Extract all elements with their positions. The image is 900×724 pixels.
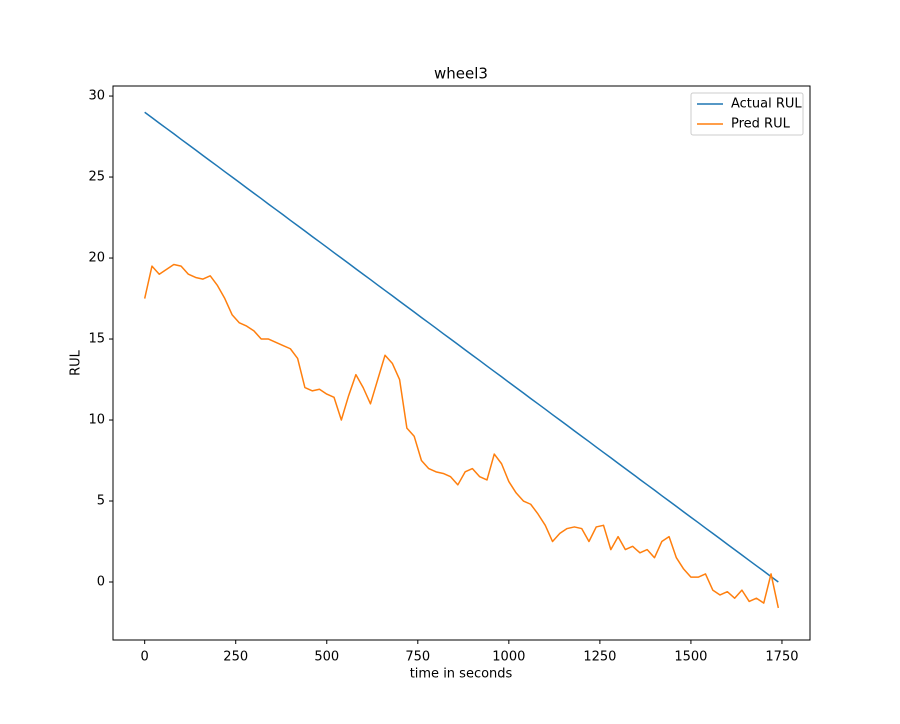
y-tick-label: 0 [97,575,105,590]
x-tick-label: 1250 [583,650,616,665]
data-line [144,111,779,583]
plot-frame [112,85,811,641]
y-tick-label: 30 [88,89,105,104]
data-line [143,263,780,609]
y-axis-label: RUL [69,349,84,376]
chart-title: wheel3 [434,65,488,83]
y-tick-label: 10 [88,413,105,428]
x-tick-label: 750 [405,650,430,665]
y-tick-label: 20 [88,251,105,266]
x-tick-label: 0 [141,650,149,665]
x-axis-label: time in seconds [410,667,513,682]
legend-label: Pred RUL [731,117,791,132]
x-tick-label: 1750 [765,650,798,665]
x-tick-label: 1000 [492,650,525,665]
x-tick-label: 250 [223,650,248,665]
x-tick-label: 1500 [674,650,707,665]
y-tick-label: 15 [88,332,105,347]
legend-label: Actual RUL [731,97,802,112]
x-tick-label: 500 [314,650,339,665]
y-tick-label: 5 [97,494,105,509]
y-tick-label: 25 [88,170,105,185]
